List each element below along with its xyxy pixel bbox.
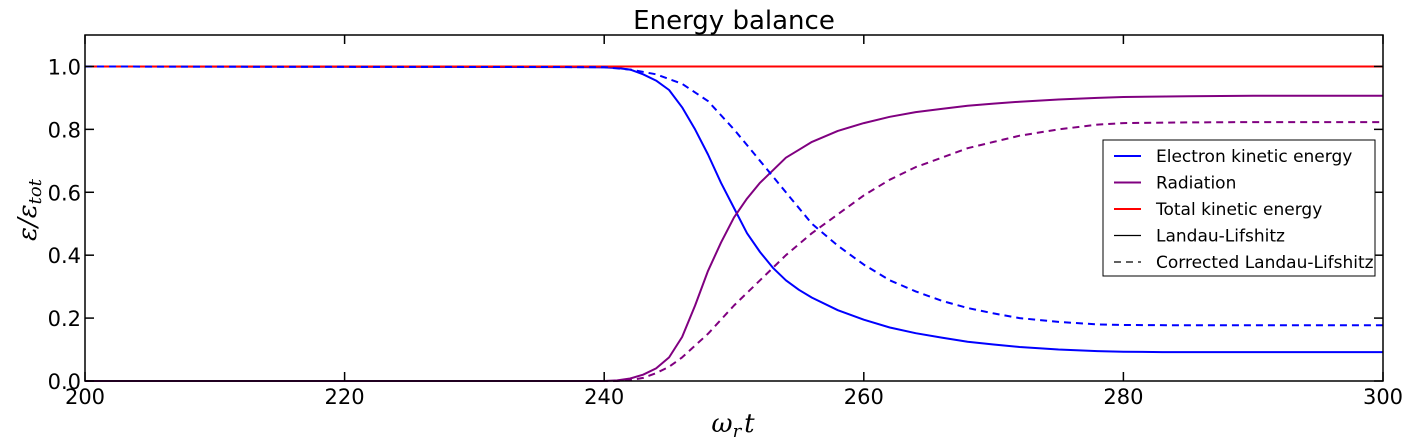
y-tick-label: 0.6 <box>48 181 81 205</box>
legend-label: Corrected Landau-Lifshitz <box>1156 253 1374 273</box>
y-tick-label: 0.4 <box>48 244 81 268</box>
x-tick-label: 280 <box>1103 385 1143 409</box>
legend-label: Landau-Lifshitz <box>1156 227 1285 247</box>
x-label-tail: t <box>744 409 755 439</box>
x-tick-label: 300 <box>1363 385 1403 409</box>
y-label-num: ε <box>13 227 43 241</box>
x-tick-label: 240 <box>584 385 624 409</box>
legend-label: Radiation <box>1156 174 1236 194</box>
y-tick-label: 0.2 <box>48 307 81 331</box>
legend-entries: Electron kinetic energy Radiation Total ki… <box>1114 147 1374 273</box>
plot-frame <box>84 34 1384 382</box>
series-line-3 <box>84 65 1383 327</box>
legend: Electron kinetic energy Radiation Total ki… <box>1102 139 1376 277</box>
legend-box <box>1102 139 1376 277</box>
y-tick-label: 1.0 <box>48 55 81 79</box>
x-axis-label: ωr t <box>711 409 755 442</box>
y-label-den: ε <box>13 204 43 218</box>
x-tick-label: 260 <box>844 385 884 409</box>
y-label-sub: tot <box>25 178 46 204</box>
chart-title: Energy balance <box>633 6 835 36</box>
series-line-0 <box>84 65 1383 354</box>
series-line-4 <box>85 121 1383 382</box>
series-layer <box>84 65 1383 382</box>
y-label-slash: / <box>13 216 43 230</box>
x-tick-label: 220 <box>325 385 365 409</box>
series-line-1 <box>85 94 1383 382</box>
x-label-sub: r <box>733 421 743 442</box>
legend-label: Total kinetic energy <box>1155 200 1322 220</box>
y-tick-label: 0.0 <box>48 370 81 394</box>
legend-label: Electron kinetic energy <box>1156 147 1352 167</box>
ticks-layer: 200 220 240 260 280 300 0.0 0.2 0.4 0.6 0.8 1.0 <box>48 35 1403 409</box>
x-tick-label: 200 <box>65 385 105 409</box>
x-label-omega: ω <box>711 409 732 439</box>
y-axis-label: ε/εtot <box>13 178 46 241</box>
y-tick-label: 0.8 <box>48 118 81 142</box>
